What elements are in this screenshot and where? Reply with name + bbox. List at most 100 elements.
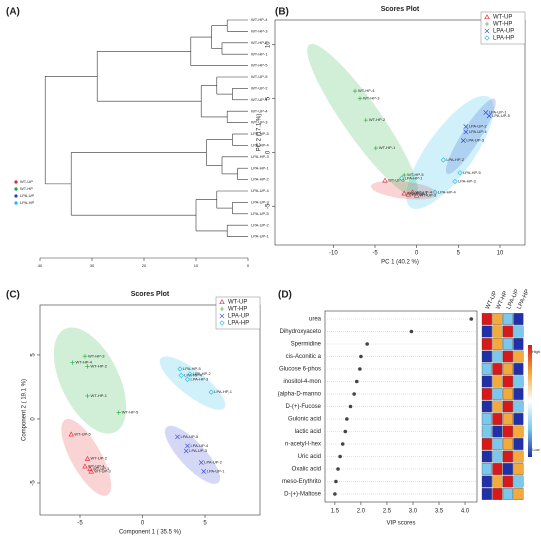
heatmap-cell <box>492 388 503 400</box>
heatmap-cell <box>502 338 513 350</box>
leaf-label: WT-UP-2 <box>251 85 268 90</box>
heatmap-cell <box>481 350 492 363</box>
point-label: LPA-UP-3 <box>189 448 207 453</box>
vip-dot <box>352 392 356 396</box>
legend-dot <box>14 187 18 191</box>
heatmap-cell <box>481 488 492 500</box>
leaf-label: LPA-UP-3 <box>251 199 269 204</box>
y-axis-label: PC 2 (17.1 %) <box>257 114 263 152</box>
point <box>373 145 379 151</box>
leaf-label: LPA-HP-1 <box>251 165 269 170</box>
category-label: Spermidine <box>291 342 322 348</box>
legend-label: WT-HP <box>493 22 512 28</box>
legend-marker <box>219 299 225 305</box>
heatmap-cell <box>513 400 524 413</box>
heatmap-cell <box>502 425 513 438</box>
heatmap-cell <box>513 413 524 425</box>
point <box>399 175 405 181</box>
x-tick-label: 2.0 <box>357 509 366 515</box>
legend-label: WT-UP <box>20 179 33 184</box>
vip-dot <box>338 454 342 459</box>
heatmap-cell <box>492 363 503 375</box>
point-label: WT-HP-2 <box>369 117 386 122</box>
point-label: LPA-HP-4 <box>438 189 456 194</box>
category-label: n-acetyl-l-hex <box>285 442 321 448</box>
point <box>175 434 180 440</box>
heatmap-cell <box>513 438 524 450</box>
point <box>183 448 189 454</box>
leaf-label: LPA-UP-5 <box>251 211 269 216</box>
point <box>457 170 463 176</box>
leaf-label: LPA-UP-2 <box>251 222 269 227</box>
leaf-label: WT-UP-4 <box>251 108 268 113</box>
heatmap-cell <box>481 313 492 325</box>
point <box>178 372 184 379</box>
legend-marker <box>484 35 490 41</box>
heatmap-cell <box>492 463 503 475</box>
heatmap-cell <box>513 425 524 438</box>
category-label: Glucose 6-phos <box>279 367 321 373</box>
confidence-ellipse <box>53 327 127 434</box>
legend-label: LPA-HP <box>493 36 514 42</box>
point <box>187 371 193 377</box>
x-tick-label: 20 <box>142 263 147 268</box>
heatmap-cell <box>481 413 492 425</box>
vip-dot <box>365 342 369 346</box>
point-label: LPA-HP-2 <box>193 371 211 376</box>
leaf-label: WT-HP-3 <box>251 28 268 33</box>
heatmap-cell <box>513 363 524 375</box>
point <box>88 468 94 474</box>
leaf-label: WT-HP-2 <box>251 40 268 45</box>
legend-label: LPA-HP <box>228 321 249 327</box>
colorbar <box>528 345 532 457</box>
x-tick-label: 1.5 <box>331 509 340 515</box>
vip-dot <box>354 379 359 384</box>
point <box>405 191 412 197</box>
legend-marker <box>484 21 490 27</box>
heatmap-cell <box>481 438 492 450</box>
heatmap-cell <box>502 400 513 413</box>
legend-label: WT-HP <box>228 307 247 313</box>
point <box>198 460 204 465</box>
point-label: WT-UP-1 <box>93 466 110 471</box>
point-label: LPA-UP-1 <box>489 110 507 115</box>
point <box>432 189 438 195</box>
x-tick-label: 3.0 <box>409 509 418 515</box>
category-label: Gulonic acid <box>288 417 321 423</box>
heatmap-cell <box>481 388 492 400</box>
legend-label: LPA-UP <box>493 29 514 35</box>
point-label: WT-UP-2 <box>91 456 108 461</box>
x-tick-label: 30 <box>90 263 95 268</box>
heatmap-cell <box>513 375 524 388</box>
point-label: WT-HP-5 <box>407 172 424 177</box>
category-label: inositol-4-mon <box>283 379 321 385</box>
heatmap-cell <box>513 325 524 338</box>
point-label: WT-UP-4 <box>88 463 105 468</box>
point <box>452 178 458 185</box>
point-label: WT-HP-3 <box>88 353 105 358</box>
point <box>460 138 466 143</box>
x-tick-label: -10 <box>329 251 338 257</box>
point-label: LPA-UP-2 <box>204 460 222 465</box>
leaf-label: WT-HP-1 <box>251 51 268 56</box>
heatmap-cell <box>492 350 503 363</box>
point <box>409 189 416 195</box>
confidence-ellipse <box>445 98 496 174</box>
category-label: (alpha-D-manno <box>278 392 322 398</box>
point <box>483 110 489 115</box>
category-label: lactic acid <box>295 429 321 435</box>
point <box>184 376 191 382</box>
legend-label: LPA-UP <box>20 193 34 198</box>
heatmap-cell <box>513 475 524 488</box>
point-label: WT-UP-5 <box>388 177 405 182</box>
point-label: LPA-UP-4 <box>191 443 209 448</box>
heatmap-cell <box>492 400 503 413</box>
point-label: WT-HP-5 <box>122 410 139 415</box>
point-label: WT-HP-3 <box>363 96 380 101</box>
point <box>357 96 363 101</box>
legend-marker <box>484 14 490 20</box>
heatmap-cell <box>492 413 503 425</box>
point-label: LPA-UP-5 <box>181 434 199 439</box>
heatmap-cell <box>502 363 513 375</box>
heatmap-cell <box>502 450 513 463</box>
